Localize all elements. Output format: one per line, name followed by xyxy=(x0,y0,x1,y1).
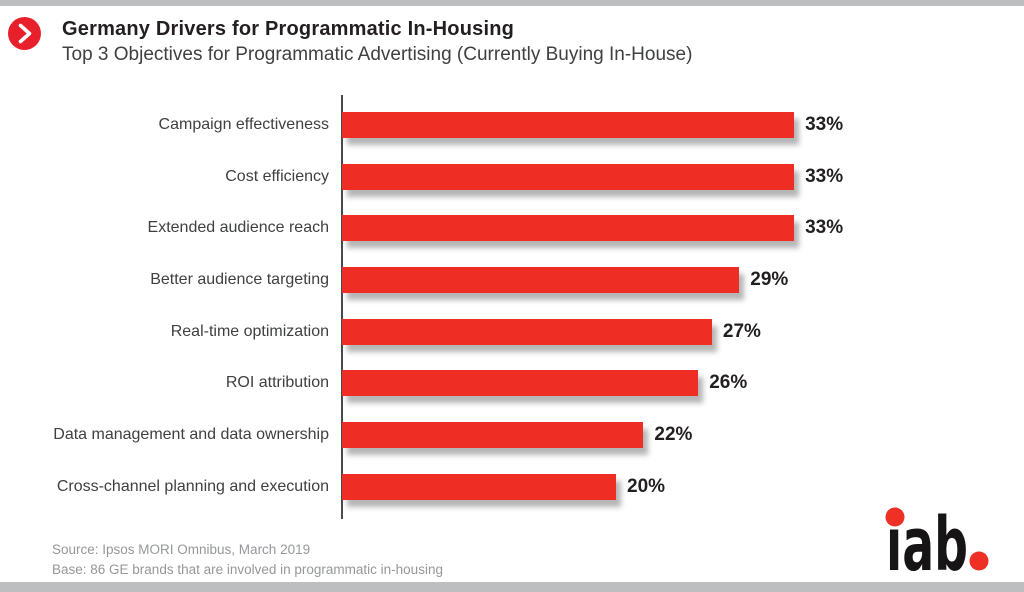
bar xyxy=(342,421,644,448)
source-note: Source: Ipsos MORI Omnibus, March 2019 xyxy=(52,542,311,557)
bar xyxy=(342,473,616,500)
value-label: 29% xyxy=(750,268,789,290)
chevron-right-icon xyxy=(8,17,41,50)
base-note: Base: 86 GE brands that are involved in … xyxy=(52,562,443,577)
category-label: Data management and data ownership xyxy=(53,425,329,443)
bar-chart: Campaign effectiveness 33% Cost efficiency… xyxy=(0,99,1010,513)
category-label: Extended audience reach xyxy=(147,219,329,237)
category-label: Better audience targeting xyxy=(150,270,329,288)
chart-row: Real-time optimization 27% xyxy=(0,306,1010,358)
category-label: Real-time optimization xyxy=(170,322,329,340)
value-label: 26% xyxy=(709,372,748,394)
value-label: 33% xyxy=(805,217,844,239)
value-label: 22% xyxy=(654,423,693,445)
bottom-border-strip xyxy=(0,582,1024,592)
chart-row: Campaign effectiveness 33% xyxy=(0,99,1010,151)
footer-notes: Source: Ipsos MORI Omnibus, March 2019 B… xyxy=(52,540,443,580)
page-subtitle: Top 3 Objectives for Programmatic Advert… xyxy=(62,44,693,65)
chart-row: Cross-channel planning and execution 20% xyxy=(0,461,1010,513)
bar xyxy=(342,370,699,397)
bar xyxy=(342,215,795,242)
category-label: Cross-channel planning and execution xyxy=(56,477,329,495)
category-label: Campaign effectiveness xyxy=(158,115,329,133)
chart-row: ROI attribution 26% xyxy=(0,357,1010,409)
value-label: 27% xyxy=(722,320,761,342)
page-title: Germany Drivers for Programmatic In-Hous… xyxy=(62,18,515,40)
value-label: 33% xyxy=(805,113,844,135)
value-label: 33% xyxy=(805,165,844,187)
value-label: 20% xyxy=(627,475,666,497)
category-label: Cost efficiency xyxy=(225,167,329,185)
chart-row: Extended audience reach 33% xyxy=(0,202,1010,254)
bar xyxy=(342,111,795,138)
bar xyxy=(342,163,795,190)
chart-row: Data management and data ownership 22% xyxy=(0,409,1010,461)
bar xyxy=(342,266,740,293)
iab-logo: ıab xyxy=(884,502,990,588)
category-label: ROI attribution xyxy=(225,374,329,392)
chart-row: Cost efficiency 33% xyxy=(0,151,1010,203)
chart-row: Better audience targeting 29% xyxy=(0,254,1010,306)
bar xyxy=(342,318,712,345)
chart-baseline-axis xyxy=(341,95,343,519)
top-border-strip xyxy=(0,0,1024,6)
